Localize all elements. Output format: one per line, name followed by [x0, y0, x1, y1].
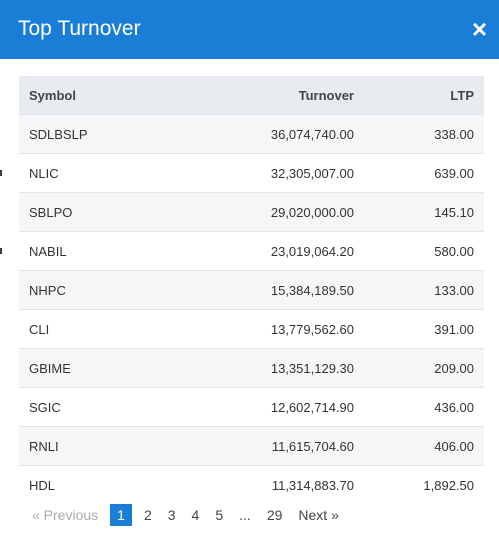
cell-turnover: 36,074,740.00: [189, 114, 364, 154]
cell-turnover: 11,314,883.70: [189, 465, 364, 504]
cell-symbol: GBIME: [19, 348, 189, 388]
page-29-button[interactable]: 29: [266, 507, 283, 523]
column-header-ltp: LTP: [450, 87, 474, 103]
table-row: CLI 13,779,562.60 391.00: [19, 309, 484, 349]
cell-symbol: RNLI: [19, 426, 189, 466]
table-row: NABIL 23,019,064.20 580.00: [19, 231, 484, 271]
cell-ltp: 338.00: [364, 114, 484, 154]
cell-turnover: 32,305,007.00: [189, 153, 364, 193]
table-row: SBLPO 29,020,000.00 145.10: [19, 192, 484, 232]
cell-symbol: NLIC: [19, 153, 189, 193]
cell-symbol: SDLBSLP: [19, 114, 189, 154]
next-page-button[interactable]: Next »: [298, 507, 339, 523]
close-icon[interactable]: ×: [471, 14, 487, 44]
cell-symbol: SGIC: [19, 387, 189, 427]
background-edge: [0, 170, 2, 176]
page-5-button[interactable]: 5: [215, 507, 224, 523]
pagination: « Previous 1 2 3 4 5... 29 Next »: [24, 504, 347, 526]
turnover-table: Symbol Turnover LTP SDLBSLP 36,074,740.00…: [19, 76, 484, 504]
cell-ltp: 639.00: [364, 153, 484, 193]
turnover-table-container: Symbol Turnover LTP SDLBSLP 36,074,740.00…: [19, 76, 484, 504]
column-header-turnover: Turnover: [298, 87, 354, 103]
page-2-button[interactable]: 2: [143, 507, 152, 523]
cell-ltp: 209.00: [364, 348, 484, 388]
cell-symbol: CLI: [19, 309, 189, 349]
table-row: NLIC 32,305,007.00 639.00: [19, 153, 484, 193]
cell-turnover: 23,019,064.20: [189, 231, 364, 271]
table-header-row: Symbol Turnover LTP: [19, 76, 484, 115]
column-header-symbol: Symbol: [29, 87, 76, 103]
cell-symbol: NABIL: [19, 231, 189, 271]
cell-ltp: 145.10: [364, 192, 484, 232]
table-row: SGIC 12,602,714.90 436.00: [19, 387, 484, 427]
table-row: RNLI 11,615,704.60 406.00: [19, 426, 484, 466]
cell-turnover: 13,351,129.30: [189, 348, 364, 388]
cell-ltp: 133.00: [364, 270, 484, 310]
table-row: NHPC 15,384,189.50 133.00: [19, 270, 484, 310]
cell-ltp: 436.00: [364, 387, 484, 427]
page-1-button[interactable]: 1: [110, 504, 132, 526]
cell-ltp: 391.00: [364, 309, 484, 349]
page-4-button[interactable]: 4: [191, 507, 200, 523]
cell-turnover: 13,779,562.60: [189, 309, 364, 349]
page-3-button[interactable]: 3: [167, 507, 176, 523]
cell-symbol: HDL: [19, 465, 189, 504]
cell-ltp: 1,892.50: [364, 465, 484, 504]
cell-ltp: 580.00: [364, 231, 484, 271]
background-edge: [0, 248, 2, 254]
cell-symbol: NHPC: [19, 270, 189, 310]
table-row: SDLBSLP 36,074,740.00 338.00: [19, 114, 484, 154]
cell-turnover: 12,602,714.90: [189, 387, 364, 427]
previous-page-button: « Previous: [32, 507, 99, 523]
cell-turnover: 11,615,704.60: [189, 426, 364, 466]
cell-turnover: 15,384,189.50: [189, 270, 364, 310]
cell-turnover: 29,020,000.00: [189, 192, 364, 232]
cell-ltp: 406.00: [364, 426, 484, 466]
table-row: GBIME 13,351,129.30 209.00: [19, 348, 484, 388]
modal-header: Top Turnover ×: [0, 0, 499, 59]
modal-title: Top Turnover: [18, 17, 141, 40]
page-ellipsis: ...: [239, 507, 251, 523]
table-row: HDL 11,314,883.70 1,892.50: [19, 465, 484, 504]
cell-symbol: SBLPO: [19, 192, 189, 232]
